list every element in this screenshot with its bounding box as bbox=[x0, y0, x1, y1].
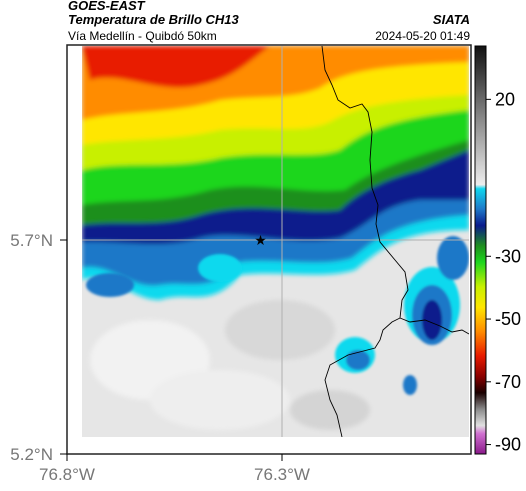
location-subtitle: Vía Medellín - Quibdó 50km bbox=[68, 29, 217, 43]
lon-tick-label: 76.3°W bbox=[254, 465, 310, 484]
lon-tick-label: 76.8°W bbox=[39, 465, 95, 484]
product-title: Temperatura de Brillo CH13 bbox=[68, 12, 239, 27]
brightness-temperature-field bbox=[82, 46, 469, 437]
lat-tick-label: 5.7°N bbox=[10, 231, 53, 250]
star-icon: ★ bbox=[254, 232, 267, 248]
coastline bbox=[321, 46, 409, 437]
colorbar-ticks: 20 -30 -50 -70 -90 bbox=[486, 89, 521, 455]
colorbar-ramp bbox=[474, 45, 487, 455]
colorbar-tick-label: -50 bbox=[495, 309, 521, 329]
border-line bbox=[399, 317, 469, 335]
colorbar-tick-label: 20 bbox=[495, 89, 515, 109]
latitude-ticks: 5.7°N 5.2°N bbox=[10, 231, 67, 464]
organization-label: SIATA bbox=[432, 12, 470, 27]
colorbar-tick-label: -70 bbox=[495, 372, 521, 392]
colorbar: 20 -30 -50 -70 -90 bbox=[474, 45, 521, 455]
colorbar-tick-label: -30 bbox=[495, 246, 521, 266]
lat-tick-label: 5.2°N bbox=[10, 445, 53, 464]
gridlines bbox=[82, 46, 469, 437]
colorbar-tick-label: -90 bbox=[495, 435, 521, 455]
timestamp-label: 2024-05-20 01:49 bbox=[375, 29, 470, 43]
satellite-title: GOES-EAST bbox=[68, 0, 145, 13]
longitude-ticks: 76.8°W 76.3°W bbox=[39, 454, 310, 484]
